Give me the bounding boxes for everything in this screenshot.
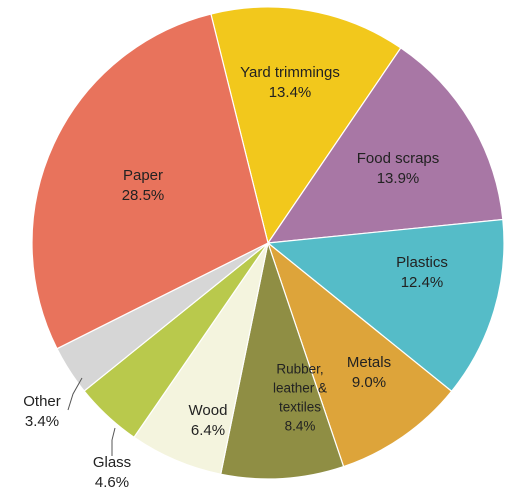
leader-lines: [67, 377, 116, 456]
slice-value-label: 12.4%: [401, 274, 444, 291]
slice-name-label: Plastics: [396, 254, 448, 271]
leader-line-glass: [111, 427, 116, 456]
slice-label-plastics: Plastics 12.4%: [396, 254, 448, 291]
slice-name-label: Metals: [347, 354, 391, 371]
leader-line-other: [67, 377, 83, 411]
slice-label-food-scraps: Food scraps 13.9%: [357, 150, 440, 187]
slice-name-label: Other: [23, 393, 61, 410]
slice-name-label: Glass: [93, 454, 131, 471]
slice-label-wood: Wood 6.4%: [189, 402, 228, 439]
slice-label-metals: Metals 9.0%: [347, 354, 391, 391]
pie-slice-metals: [266, 241, 453, 468]
slice-name-label: textiles: [279, 400, 321, 415]
pie-slice-paper: [31, 13, 269, 350]
pie-slice-rubber-leather-textiles: [220, 240, 345, 480]
slice-label-rubber-leather-textiles: Rubber, leather & textiles 8.4%: [273, 362, 327, 434]
pie-slice-food-scraps: [266, 47, 504, 244]
slice-label-yard-trimmings: Yard trimmings 13.4%: [240, 64, 340, 101]
slice-value-label: 9.0%: [352, 374, 386, 391]
slice-name-label: Rubber,: [276, 362, 323, 377]
slice-label-other: Other 3.4%: [23, 393, 61, 430]
slice-labels: Yard trimmings 13.4% Food scraps 13.9% Plast…: [23, 64, 448, 491]
pie-slices: [31, 6, 505, 480]
slice-value-label: 6.4%: [191, 422, 225, 439]
slice-name-label: Wood: [189, 402, 228, 419]
slice-name-label: Yard trimmings: [240, 64, 340, 81]
slice-label-glass: Glass 4.6%: [93, 454, 131, 491]
slice-value-label: 13.4%: [269, 84, 312, 101]
pie-slice-plastics: [266, 218, 505, 393]
slice-value-label: 8.4%: [285, 419, 316, 434]
slice-value-label: 3.4%: [25, 413, 59, 430]
slice-name-label: Paper: [123, 167, 163, 184]
slice-label-paper: Paper 28.5%: [122, 167, 165, 204]
slice-value-label: 4.6%: [95, 474, 129, 491]
slice-name-label: leather &: [273, 381, 327, 396]
pie-slice-yard-trimmings: [210, 6, 402, 245]
slice-name-label: Food scraps: [357, 150, 440, 167]
slice-value-label: 13.9%: [377, 170, 420, 187]
slice-value-label: 28.5%: [122, 187, 165, 204]
